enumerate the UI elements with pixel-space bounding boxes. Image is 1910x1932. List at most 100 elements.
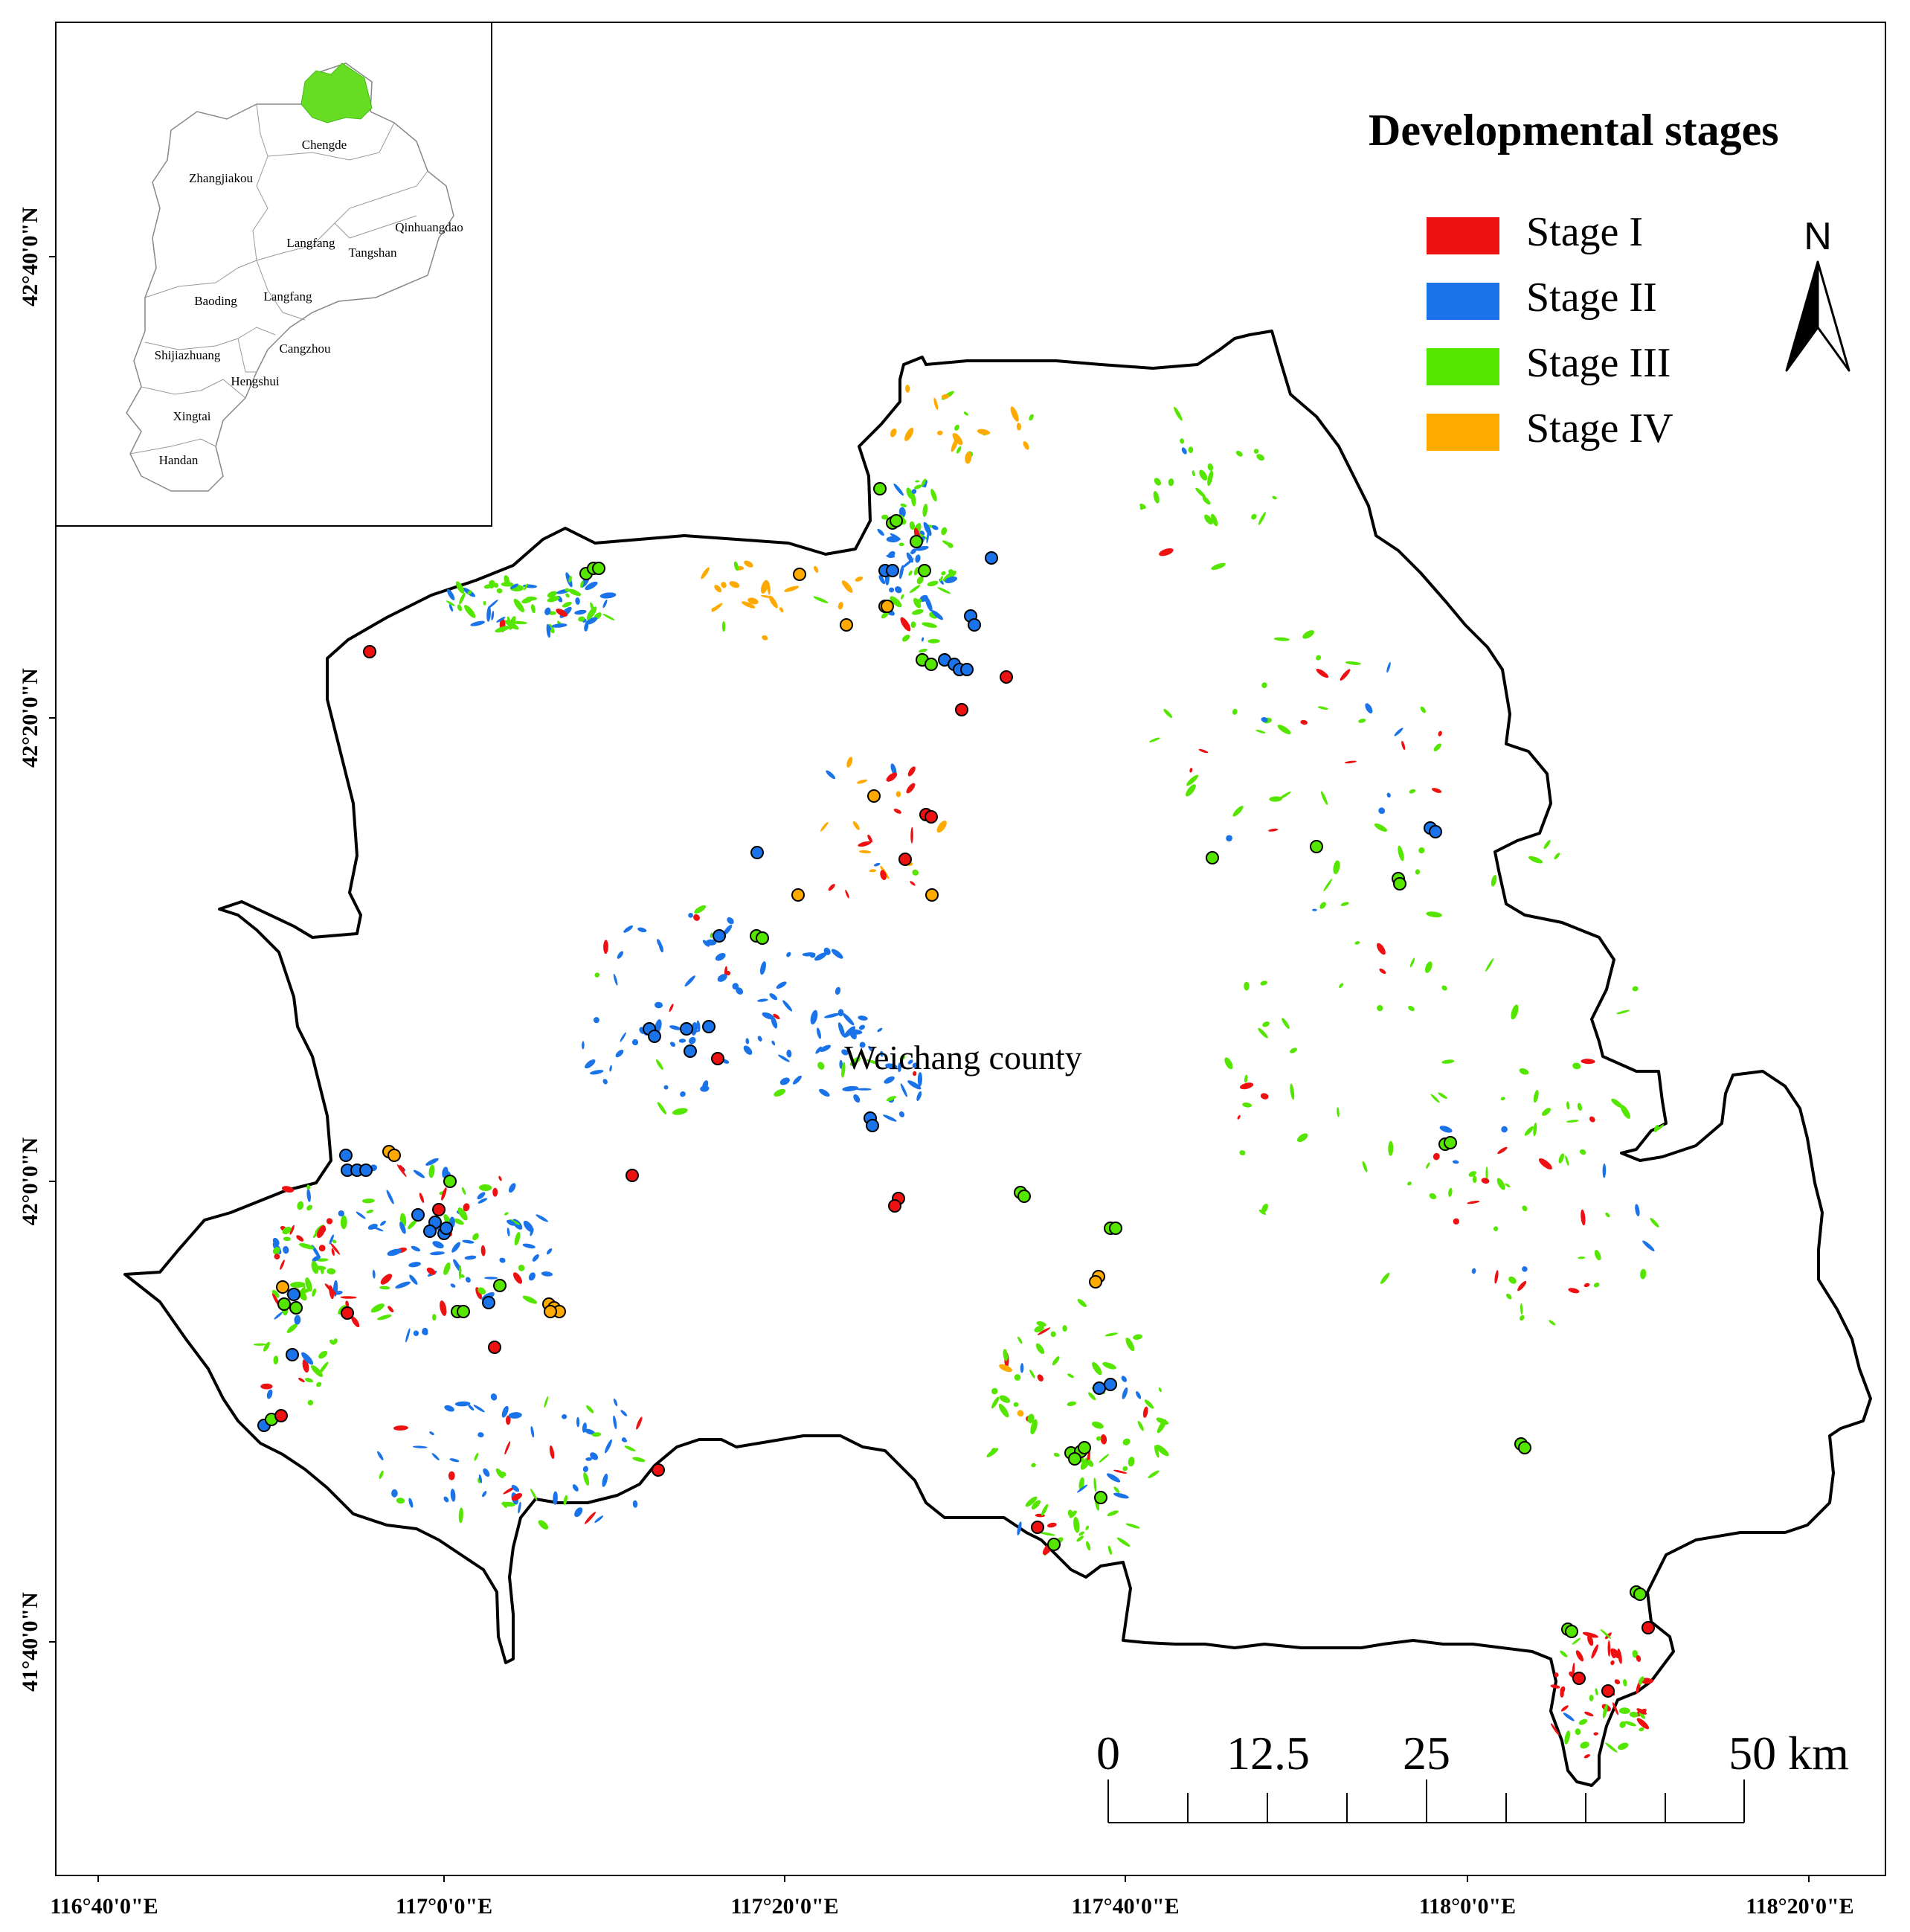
stage-patch <box>574 1507 583 1518</box>
stage-patch <box>1053 1452 1060 1457</box>
stage-patch <box>898 542 904 547</box>
stage-patch <box>1029 1370 1035 1379</box>
stage-patch <box>1211 562 1226 571</box>
stage-patch <box>490 1393 498 1401</box>
stage-patch <box>1139 503 1146 510</box>
stage-patch <box>1092 1421 1104 1429</box>
x-tick-label: 116°40'0"E <box>50 1894 158 1919</box>
stage-patch <box>431 1453 440 1460</box>
stage-patch <box>696 1020 701 1031</box>
sample-point <box>1104 1378 1117 1391</box>
stage-patch <box>1034 1326 1044 1332</box>
stage-patch <box>899 565 904 580</box>
stage-patch <box>530 1489 538 1501</box>
stage-patch <box>900 503 907 507</box>
stage-patch <box>954 424 959 431</box>
stage-patch <box>1159 548 1174 556</box>
sample-point <box>888 1199 901 1213</box>
stage-patch <box>715 953 726 961</box>
stage-patch <box>1426 1162 1430 1169</box>
stage-patch <box>508 1412 522 1419</box>
stage-patch <box>786 951 791 957</box>
stage-patch <box>1113 1469 1128 1474</box>
stage-patch <box>1156 1445 1169 1457</box>
stage-patch <box>776 981 787 989</box>
stage-patch <box>1520 1303 1523 1315</box>
stage-patch <box>1062 1325 1067 1332</box>
stage-patch <box>530 1426 535 1438</box>
sample-point <box>1565 1625 1578 1638</box>
stage-patch <box>521 597 533 604</box>
stage-patch <box>298 1243 315 1250</box>
stage-patch <box>1374 823 1387 832</box>
stage-patch <box>956 446 962 454</box>
map-frame <box>55 22 1886 1876</box>
stage-patch <box>1029 414 1034 421</box>
stage-patch <box>1036 1320 1046 1327</box>
stage-patch <box>911 489 917 494</box>
stage-patch <box>280 1259 285 1270</box>
stage-patch <box>919 649 927 653</box>
sample-point <box>1572 1672 1586 1685</box>
stage-patch <box>917 1072 923 1087</box>
stage-patch <box>617 951 624 959</box>
sample-point <box>440 1222 453 1235</box>
stage-patch <box>1560 1650 1568 1657</box>
stage-patch <box>380 1220 386 1226</box>
stage-patch <box>1452 1160 1459 1164</box>
stage-patch <box>442 1166 448 1178</box>
stage-patch <box>991 1448 996 1454</box>
stage-patch <box>298 1290 307 1301</box>
stage-patch <box>1426 911 1442 918</box>
stage-patch <box>547 591 557 598</box>
stage-patch <box>464 1255 477 1260</box>
stage-patch <box>1591 1644 1599 1659</box>
stage-patch <box>1340 669 1351 681</box>
stage-patch <box>499 1257 506 1263</box>
stage-patch <box>1565 1155 1569 1166</box>
stage-patch <box>1595 1688 1598 1696</box>
stage-patch <box>507 1219 516 1226</box>
stage-patch <box>470 620 485 626</box>
stage-patch <box>609 1065 612 1072</box>
stage-patch <box>815 1046 822 1054</box>
stage-patch <box>1632 986 1639 992</box>
stage-patch <box>522 1295 538 1304</box>
stage-patch <box>332 1239 337 1244</box>
stage-patch <box>377 1451 384 1461</box>
stage-patch <box>867 834 872 843</box>
stage-patch <box>1563 1713 1575 1721</box>
stage-patch <box>1642 1240 1655 1251</box>
stage-patch <box>477 1192 486 1200</box>
stage-patch <box>941 571 946 576</box>
stage-patch <box>283 1236 291 1242</box>
stage-patch <box>858 1024 866 1030</box>
inset-city-label: Zhangjiakou <box>189 171 253 185</box>
stage-patch <box>1144 1399 1154 1409</box>
stage-patch <box>300 1287 306 1295</box>
stage-patch <box>714 585 722 593</box>
stage-patch <box>286 1323 298 1333</box>
stage-patch <box>1611 1098 1623 1108</box>
stage-patch <box>523 1220 534 1233</box>
stage-patch <box>905 385 910 393</box>
stage-patch <box>273 1355 279 1365</box>
stage-patch <box>893 483 904 496</box>
stage-patch <box>412 1445 428 1448</box>
stage-patch <box>1142 1406 1148 1418</box>
stage-patch <box>450 1489 456 1502</box>
stage-patch <box>1302 630 1314 639</box>
stage-patch <box>585 617 598 625</box>
stage-patch <box>1319 902 1326 909</box>
stage-patch <box>306 1189 311 1202</box>
stage-patch <box>311 1365 324 1377</box>
stage-patch <box>906 487 913 499</box>
stage-patch <box>762 635 768 641</box>
stage-patch <box>496 588 503 594</box>
sample-point <box>840 618 853 632</box>
stage-patch <box>773 1013 780 1020</box>
stage-patch <box>909 585 921 594</box>
stage-patch <box>1430 1094 1440 1103</box>
stage-patch <box>916 576 924 585</box>
stage-patch <box>1517 1280 1527 1291</box>
